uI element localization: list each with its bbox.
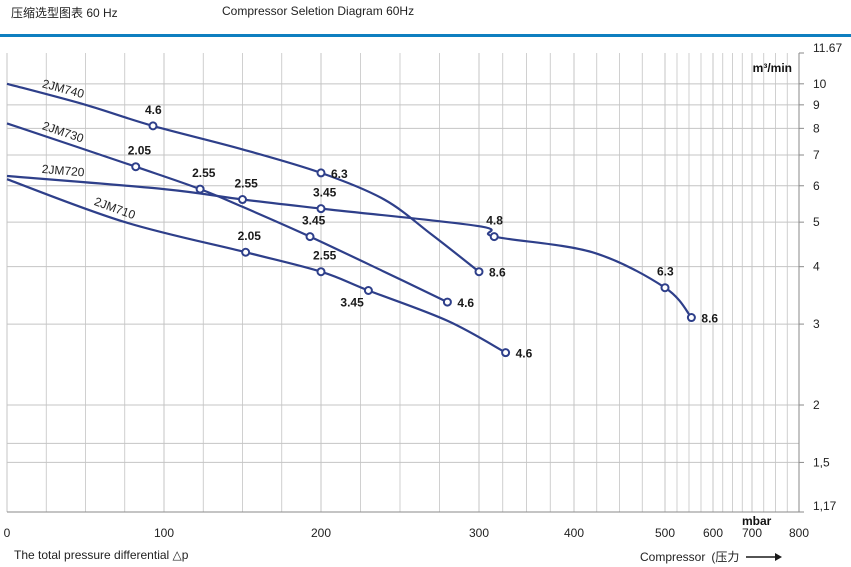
header-divider: [0, 34, 851, 37]
y-tick-label: 10: [813, 77, 827, 91]
data-point: [195, 184, 205, 194]
data-point: [241, 247, 251, 257]
data-point: [442, 297, 452, 307]
x-tick-label: 500: [655, 526, 675, 540]
x-tick-label: 700: [742, 526, 762, 540]
data-label: 8.6: [701, 312, 718, 326]
x-tick-label: 400: [564, 526, 584, 540]
data-label: 2.55: [192, 166, 216, 180]
compressor-pressure-label: Compressor (压力: [640, 548, 783, 565]
data-label: 2.55: [313, 249, 337, 263]
header-left-label: 压缩选型图表 60 Hz: [11, 6, 118, 20]
data-label: 2.05: [238, 229, 262, 243]
data-label: 3.45: [313, 186, 337, 200]
series-label: 2JM740: [41, 76, 86, 101]
data-point: [660, 283, 670, 293]
data-point: [238, 195, 247, 205]
y-unit-label: m³/min: [753, 61, 792, 75]
series-line-2JM740: [6, 82, 480, 273]
x-tick-label: 600: [703, 526, 723, 540]
data-point: [316, 267, 326, 277]
y-tick-label: 4: [813, 260, 820, 274]
x-axis-caption: The total pressure differential △p: [14, 548, 189, 562]
x-tick-label: 100: [154, 526, 174, 540]
data-label: 4.6: [516, 347, 533, 361]
y-tick-label: 1,17: [813, 499, 837, 513]
data-label: 3.45: [340, 295, 364, 309]
y-tick-label: 2: [813, 398, 820, 412]
y-tick-label: 5: [813, 215, 820, 229]
data-point: [305, 232, 315, 242]
data-label: 6.3: [657, 265, 674, 279]
y-tick-label: 9: [813, 98, 820, 112]
x-tick-label: 200: [311, 526, 331, 540]
chart-title: Compressor Seletion Diagram 60Hz: [222, 4, 415, 18]
x-tick-label: 300: [469, 526, 489, 540]
x-tick-label: 800: [789, 526, 809, 540]
y-tick-label: 11.67: [813, 41, 842, 55]
data-label: 4.6: [145, 103, 162, 117]
series-line-2JM720: [6, 174, 693, 319]
y-tick-label: 6: [813, 179, 820, 193]
pressure-label: (压力: [711, 550, 740, 564]
series-label: 2JM720: [41, 162, 85, 180]
data-point: [131, 162, 141, 172]
arrow-right-icon: [746, 552, 783, 561]
data-label: 6.3: [331, 167, 348, 181]
data-label: 2.55: [235, 177, 259, 191]
data-point: [363, 285, 373, 295]
data-point: [686, 313, 696, 323]
data-point: [316, 204, 326, 214]
data-point: [501, 348, 511, 358]
series-line-2JM710: [6, 178, 507, 354]
y-tick-label: 3: [813, 317, 820, 331]
data-point: [316, 168, 326, 178]
y-tick-label: 1,5: [813, 455, 830, 469]
x-tick-label: 0: [4, 526, 11, 540]
data-label: 3.45: [302, 214, 326, 228]
data-label: 4.8: [486, 214, 503, 228]
data-label: 2.05: [128, 144, 152, 158]
compressor-label: Compressor: [640, 549, 706, 564]
y-tick-label: 8: [813, 121, 820, 135]
data-point: [148, 121, 158, 131]
y-tick-label: 7: [813, 148, 820, 162]
data-point: [489, 232, 499, 242]
data-label: 4.6: [457, 296, 474, 310]
data-label: 8.6: [489, 266, 506, 280]
series-line-2JM730: [6, 122, 448, 304]
x-unit-label: mbar: [742, 514, 772, 528]
data-point: [474, 267, 484, 277]
